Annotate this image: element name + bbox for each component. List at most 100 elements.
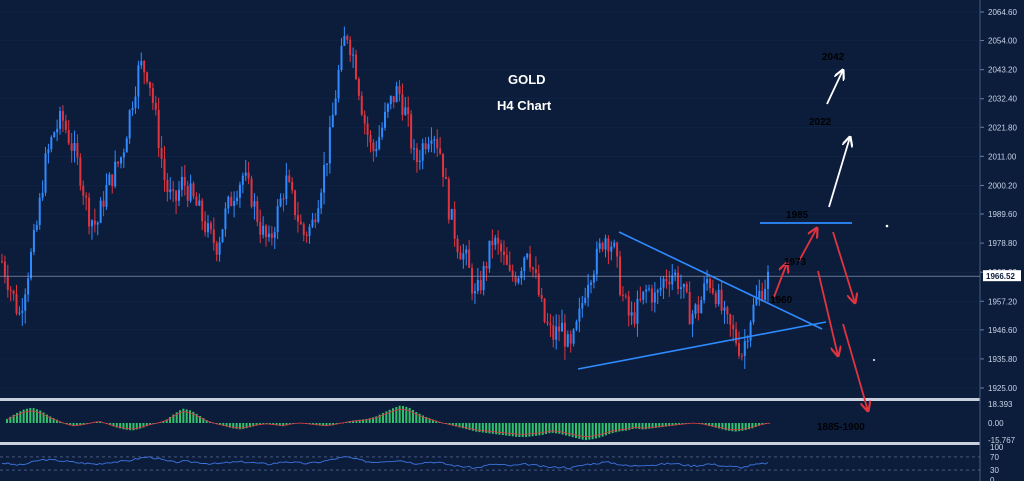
oscillator-bar: [99, 421, 102, 423]
candle-body: [384, 111, 386, 128]
oscillator-bar: [568, 423, 571, 437]
oscillator-bar: [42, 412, 45, 423]
oscillator-bar: [548, 423, 551, 434]
candle-body: [534, 269, 537, 274]
candle-body: [256, 201, 259, 222]
candle-body: [624, 295, 627, 297]
candle-body: [128, 110, 131, 139]
oscillator-bar: [335, 423, 338, 425]
candle-body: [76, 143, 79, 158]
oscillator-bar: [538, 423, 541, 436]
oscillator-bar: [431, 419, 434, 423]
price-tick-label: 1946.60: [988, 326, 1017, 335]
oscillator-bar: [272, 423, 275, 425]
candle-body: [119, 157, 122, 164]
oscillator-bar: [145, 423, 148, 427]
candle-body: [575, 321, 578, 330]
candle-body: [456, 238, 459, 253]
candle-body: [346, 36, 349, 40]
candle-body: [659, 287, 662, 291]
candle-body: [476, 280, 479, 291]
candle-body: [117, 161, 120, 164]
oscillator-bar: [55, 419, 58, 423]
oscillator-bar: [245, 423, 248, 429]
oscillator-bar: [425, 417, 428, 423]
oscillator-bar: [455, 423, 458, 427]
oscillator-bar: [664, 423, 667, 427]
annotation-1885-1900: 1885-1900: [817, 422, 865, 433]
candle-body: [21, 310, 24, 313]
candle-body: [131, 107, 134, 111]
oscillator-bar: [132, 423, 135, 431]
arrow-reject-1985: [832, 231, 855, 303]
candle-body: [389, 96, 392, 105]
oscillator-bar: [358, 419, 361, 423]
oscillator-bar: [195, 413, 198, 423]
candle-body: [340, 45, 343, 70]
oscillator-bar: [115, 423, 118, 428]
oscillator-bar: [262, 423, 265, 425]
oscillator-bar: [478, 423, 481, 433]
candle-body: [430, 140, 433, 144]
candle-body: [592, 274, 595, 283]
oscillator-bar: [754, 423, 757, 428]
oscillator-bar: [421, 415, 424, 423]
candle-body: [85, 195, 88, 198]
candle-body: [708, 278, 711, 289]
candle-body: [619, 256, 622, 295]
oscillator-bar: [69, 423, 72, 426]
candle-body: [230, 196, 233, 207]
oscillator-bar: [641, 423, 644, 430]
oscillator-bar: [95, 421, 98, 423]
candle-body: [650, 288, 653, 303]
candle-body: [749, 322, 752, 341]
oscillator-bar: [584, 423, 587, 441]
candle-body: [761, 290, 764, 300]
oscillator-bar: [391, 408, 394, 423]
candle-body: [218, 242, 221, 255]
arrow-reject-1973: [817, 270, 838, 356]
oscillator-bar: [238, 423, 241, 430]
candle-body: [418, 160, 421, 163]
oscillator-bar: [751, 423, 754, 429]
candle-body: [714, 293, 717, 305]
candle-body: [325, 163, 328, 165]
candle-body: [265, 225, 268, 238]
oscillator-bar: [258, 423, 261, 425]
candle-body: [404, 107, 407, 115]
candle-body: [505, 255, 508, 265]
oscillator-bar: [721, 423, 724, 430]
candle-body: [656, 290, 659, 293]
candle-body: [93, 220, 96, 225]
oscillator-bar: [179, 410, 182, 423]
candle-body: [645, 289, 648, 292]
oscillator-bar: [761, 423, 764, 425]
lower-trendline: [577, 321, 827, 370]
candle-body: [270, 233, 273, 238]
candle-body: [471, 267, 474, 294]
candle-body: [96, 222, 99, 225]
panel-separator-main: [0, 398, 980, 401]
oscillator-bar: [232, 423, 235, 429]
oscillator-bar: [52, 418, 55, 423]
candle-body: [668, 281, 671, 285]
candle-body: [73, 143, 76, 151]
candle-body: [717, 289, 720, 305]
candle-body: [395, 86, 398, 103]
oscillator-bar: [9, 416, 12, 423]
oscillator-bar: [501, 423, 504, 436]
candle-body: [729, 314, 732, 325]
candle-body: [233, 201, 236, 207]
candle-body: [175, 190, 178, 201]
oscillator-bar: [654, 423, 657, 428]
oscillator-bar: [611, 423, 614, 434]
marker-dot: [885, 224, 889, 228]
oscillator-bar: [468, 423, 471, 430]
candle-body: [163, 158, 166, 180]
oscillator-bar: [498, 423, 501, 435]
candle-body: [500, 243, 503, 252]
candle-body: [352, 54, 355, 56]
candle-body: [288, 175, 291, 182]
oscillator-bar: [365, 418, 368, 423]
oscillator-bar: [718, 423, 721, 429]
